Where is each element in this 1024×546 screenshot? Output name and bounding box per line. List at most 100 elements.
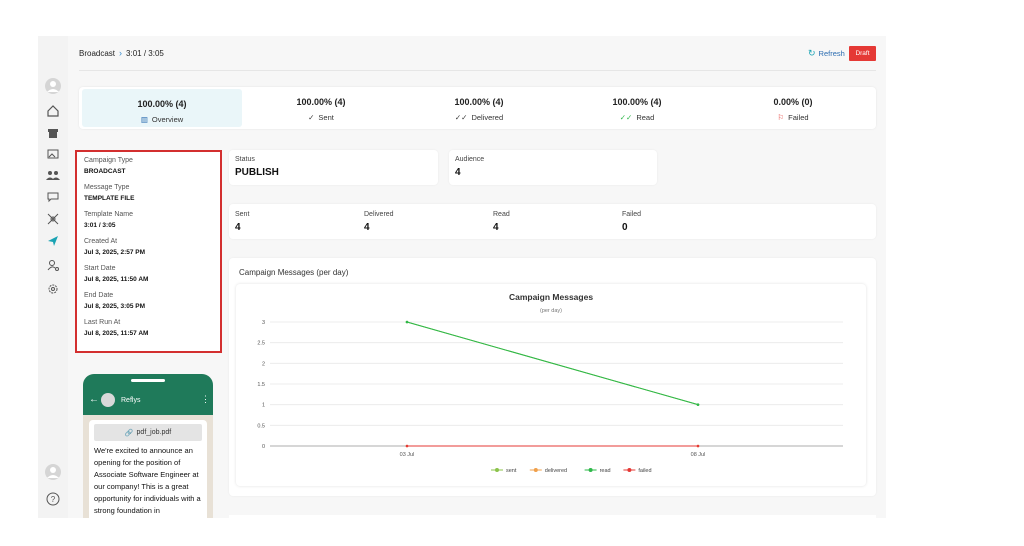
profile-avatar-icon[interactable] xyxy=(45,464,61,480)
count-value: 4 xyxy=(493,222,499,233)
legend-label-failed: failed xyxy=(638,468,651,474)
legend-label-sent: sent xyxy=(506,468,517,474)
count-failed: Failed 0 xyxy=(622,211,641,233)
series-line-read xyxy=(406,321,699,406)
stat-value: 100.00% (4) xyxy=(454,97,504,107)
y-tick-label: 2.5 xyxy=(257,341,265,347)
next-card-edge xyxy=(229,515,876,521)
card-label: Status xyxy=(235,156,255,163)
contact-name: Reflys xyxy=(121,397,141,404)
info-label: Campaign Type xyxy=(84,157,133,164)
legend-label-read: read xyxy=(600,468,611,474)
stat-label: Delivered xyxy=(471,113,504,122)
refresh-label: Refresh xyxy=(818,49,845,58)
data-point-read xyxy=(696,403,700,406)
bar-chart-icon: ▥ xyxy=(140,115,148,124)
chevron-right-icon: › xyxy=(119,48,123,58)
double-check-icon: ✓✓ xyxy=(454,113,468,122)
info-label: Created At xyxy=(84,238,118,245)
stat-label: Read xyxy=(636,113,655,122)
y-tick-label: 2 xyxy=(262,361,265,367)
tab-failed[interactable]: 0.00% (0) ⚐ Failed xyxy=(713,87,873,125)
double-check-green-icon: ✓✓ xyxy=(619,113,633,122)
y-tick-label: 0 xyxy=(262,444,265,450)
count-delivered: Delivered 4 xyxy=(364,211,394,233)
count-label: Sent xyxy=(235,211,250,218)
info-label: End Date xyxy=(84,292,114,299)
settings-icon[interactable] xyxy=(45,281,61,297)
legend-marker-read xyxy=(588,468,593,472)
refresh-button[interactable]: ↻ Refresh xyxy=(808,48,845,59)
counts-card: Sent 4 Delivered 4 Read 4 Failed 0 xyxy=(229,204,876,239)
home-icon[interactable] xyxy=(45,103,61,119)
info-value: Jul 8, 2025, 11:50 AM xyxy=(84,276,149,283)
campaign-messages-card: Campaign Messages (per day) Campaign Mes… xyxy=(229,258,876,496)
breadcrumb-root[interactable]: Broadcast xyxy=(79,48,116,58)
info-value: 3:01 / 3:05 xyxy=(84,222,116,229)
more-options-icon: ⋮ xyxy=(201,394,210,404)
paperclip-icon: 🔗 xyxy=(124,429,134,437)
stats-bar: 100.00% (4) ▥ Overview 100.00% (4) ✓ Sent … xyxy=(79,87,876,129)
y-tick-label: 0.5 xyxy=(257,423,265,429)
draft-button[interactable]: Draft xyxy=(849,46,876,61)
refresh-icon: ↻ xyxy=(808,48,816,58)
y-tick-label: 1.5 xyxy=(257,382,265,388)
tab-delivered[interactable]: 100.00% (4) ✓✓ Delivered xyxy=(399,87,559,125)
breadcrumb-current: 3:01 / 3:05 xyxy=(126,48,164,58)
chat-icon[interactable] xyxy=(45,189,61,205)
stat-value: 100.00% (4) xyxy=(296,97,346,107)
count-label: Failed xyxy=(622,211,642,218)
info-label: Start Date xyxy=(84,265,116,272)
stat-value: 100.00% (4) xyxy=(612,97,662,107)
user-settings-icon[interactable] xyxy=(45,257,61,273)
failed-message-icon: ⚐ xyxy=(777,113,785,122)
contact-avatar xyxy=(101,393,115,407)
legend-marker-sent xyxy=(495,468,499,472)
stat-label: Failed xyxy=(788,113,809,122)
chart-section-title: Campaign Messages (per day) xyxy=(239,268,349,277)
count-value: 4 xyxy=(235,222,241,233)
y-tick-label: 3 xyxy=(262,320,265,326)
card-value: 4 xyxy=(455,167,461,178)
breadcrumb: Broadcast › 3:01 / 3:05 xyxy=(79,48,164,58)
stat-value: 100.00% (4) xyxy=(137,99,187,109)
message-preview-phone: ← Reflys ⋮ 🔗 pdf_job.pdf We're excited t… xyxy=(83,374,213,518)
help-icon[interactable]: ? xyxy=(45,491,61,507)
legend-marker-delivered xyxy=(533,468,538,472)
legend-marker-failed xyxy=(627,468,632,472)
info-label: Last Run At xyxy=(84,319,121,326)
data-point-failed xyxy=(405,444,409,448)
attachment-file-name: pdf_job.pdf xyxy=(136,429,172,436)
users-icon[interactable] xyxy=(45,167,61,183)
x-tick-label: 03 Jul xyxy=(400,452,415,458)
info-value: TEMPLATE FILE xyxy=(84,195,135,202)
count-value: 0 xyxy=(622,222,628,233)
campaign-info-panel: Campaign Type BROADCAST Message Type TEM… xyxy=(75,150,222,353)
svg-text:?: ? xyxy=(51,495,56,504)
stat-label: Overview xyxy=(151,115,184,124)
count-label: Delivered xyxy=(364,211,394,218)
image-icon[interactable] xyxy=(45,146,61,162)
info-value: Jul 3, 2025, 2:57 PM xyxy=(84,249,146,256)
chart-subtitle: (per day) xyxy=(540,308,562,314)
count-sent: Sent 4 xyxy=(235,211,249,233)
card-label: Audience xyxy=(455,156,485,163)
count-value: 4 xyxy=(364,222,370,233)
tab-sent[interactable]: 100.00% (4) ✓ Sent xyxy=(241,87,401,125)
tab-read[interactable]: 100.00% (4) ✓✓ Read xyxy=(557,87,717,125)
user-avatar-icon[interactable] xyxy=(45,78,61,94)
info-label: Message Type xyxy=(84,184,130,191)
send-icon[interactable] xyxy=(45,233,61,249)
count-read: Read 4 xyxy=(493,211,510,233)
legend-label-delivered: delivered xyxy=(545,468,567,474)
info-value: Jul 8, 2025, 3:05 PM xyxy=(84,303,146,310)
count-label: Read xyxy=(493,211,510,218)
integrations-icon[interactable] xyxy=(45,211,61,227)
status-card: Status PUBLISH xyxy=(229,150,438,185)
message-text: We're excited to announce an opening for… xyxy=(94,446,201,515)
info-value: Jul 8, 2025, 11:57 AM xyxy=(84,330,149,337)
store-icon[interactable] xyxy=(45,125,61,141)
stat-value: 0.00% (0) xyxy=(773,97,813,107)
tab-overview[interactable]: 100.00% (4) ▥ Overview xyxy=(82,89,242,127)
back-arrow-icon: ← xyxy=(89,394,99,405)
